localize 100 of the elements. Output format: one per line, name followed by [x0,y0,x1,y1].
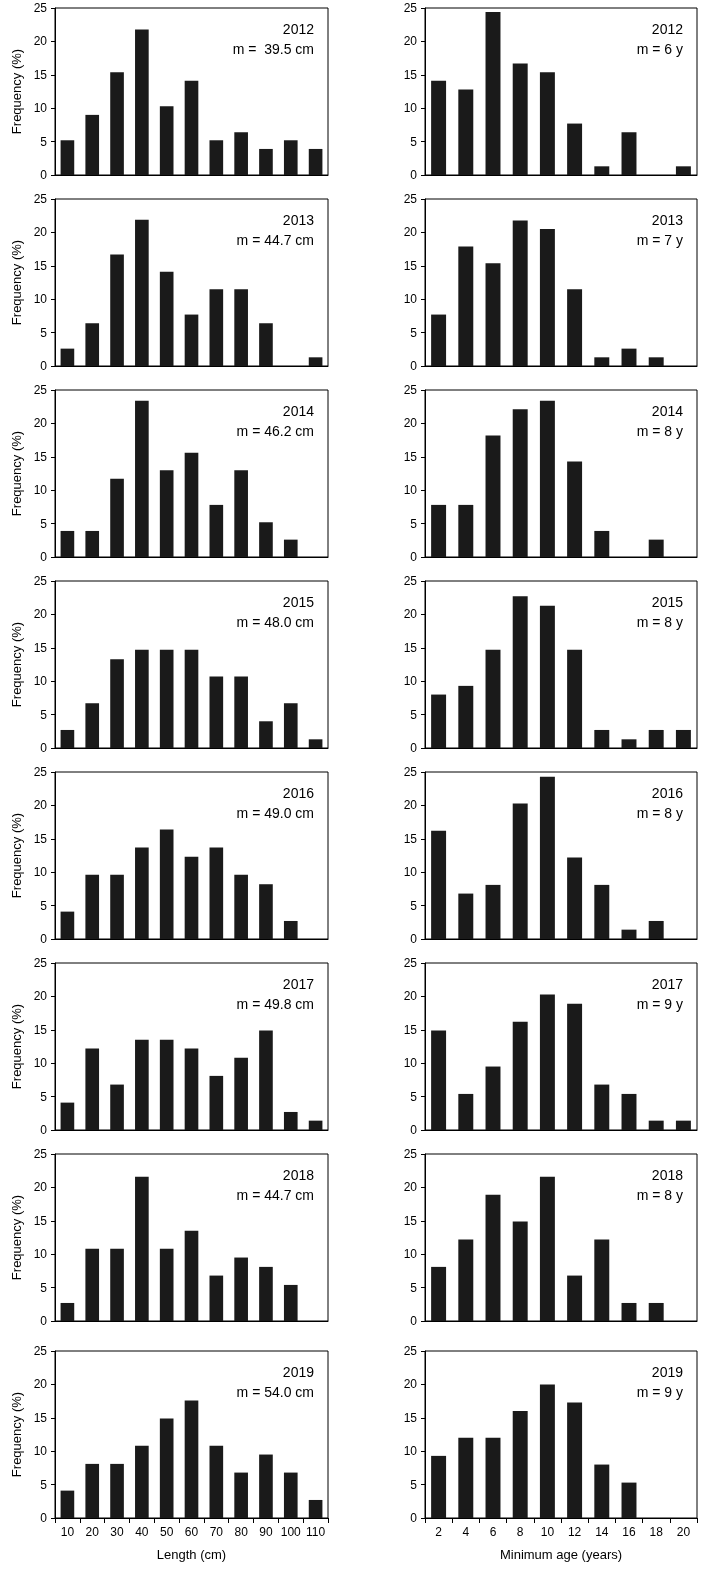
y-tick-label: 10 [33,865,48,880]
bar [159,1418,174,1518]
bar [648,357,664,366]
bar [283,1472,298,1518]
bar [308,148,323,175]
bar [512,1021,528,1130]
bar [135,1176,149,1321]
bar [259,148,273,175]
y-tick-label: 15 [403,1022,418,1037]
bar [135,219,149,366]
bar [85,323,100,366]
bar [259,1266,273,1321]
annotation: m = 48.0 cm [236,614,314,630]
bar [234,1472,248,1518]
bar [594,1239,610,1321]
bar [431,830,447,939]
bar [512,63,528,175]
bar [159,271,174,366]
annotation: 2014 [282,403,315,419]
bar [485,435,501,557]
y-tick-label: 15 [33,1410,48,1425]
bar [567,123,583,175]
bar [458,246,474,366]
y-tick-label: 0 [40,932,48,946]
bar [539,1176,555,1321]
annotation: 2012 [651,21,684,37]
bar [512,596,528,748]
y-tick-label: 0 [40,1314,48,1328]
y-tick-label: 5 [40,1477,48,1492]
bar [485,1194,501,1321]
bar [594,729,610,748]
bar [60,140,75,175]
y-tick-label: 0 [410,1123,418,1137]
bar [184,452,199,557]
y-tick-label: 25 [33,192,48,206]
y-tick-label: 15 [403,1410,418,1425]
y-tick-label: 5 [410,1089,418,1104]
bar [283,140,298,175]
bar [567,461,583,557]
bar [485,1437,501,1518]
bar [60,1490,75,1518]
y-tick-label: 25 [33,383,48,397]
bar [259,323,273,366]
bar [110,659,124,748]
bar [259,884,273,939]
bar [431,314,447,366]
y-tick-label: 0 [410,1314,418,1328]
y-tick-label: 25 [33,765,48,779]
y-tick-label: 5 [410,325,418,340]
y-axis-title: Frequency (%) [8,1194,24,1281]
x-tick-label: 70 [209,1525,224,1539]
y-tick-label: 0 [410,741,418,755]
bar [234,676,248,748]
bar [184,1400,199,1518]
bar [135,1039,149,1130]
bar [458,893,474,939]
annotation: 2013 [282,212,315,228]
y-tick-label: 10 [403,483,418,498]
bar [648,1302,664,1321]
y-tick-label: 5 [410,1280,418,1295]
bar [485,884,501,939]
bar [539,229,555,366]
bar [458,1093,474,1130]
bar [135,400,149,557]
annotation: m = 49.0 cm [236,805,314,821]
bar [184,80,199,175]
bar [648,1120,664,1130]
annotation: m = 9 y [636,1384,683,1400]
bar [110,1248,124,1321]
y-tick-label: 20 [33,989,48,1004]
annotation: 2017 [651,976,684,992]
y-tick-label: 0 [410,168,418,182]
bar [209,289,224,366]
bar [621,348,637,366]
y-tick-label: 25 [403,1147,418,1161]
bar [184,649,199,748]
y-tick-label: 10 [33,101,48,116]
annotation: 2015 [282,594,315,610]
bar [85,1048,100,1130]
bar [159,1248,174,1321]
bar [209,504,224,557]
y-axis-title: Frequency (%) [8,48,24,135]
bar [85,874,100,939]
y-tick-label: 10 [33,1247,48,1262]
bar [458,89,474,175]
annotation: 2017 [282,976,315,992]
y-tick-label: 5 [40,1089,48,1104]
x-tick-label: 10 [60,1525,75,1539]
y-tick-label: 10 [403,292,418,307]
bar [675,729,691,748]
y-tick-label: 5 [410,898,418,913]
y-axis-title: Frequency (%) [8,1391,24,1478]
bar [308,1120,323,1130]
bar [135,1445,149,1518]
y-tick-label: 25 [33,1344,48,1358]
y-tick-label: 25 [403,765,418,779]
y-tick-label: 0 [410,359,418,373]
bar [567,289,583,366]
bar [184,1048,199,1130]
annotation: m = 49.8 cm [236,996,314,1012]
